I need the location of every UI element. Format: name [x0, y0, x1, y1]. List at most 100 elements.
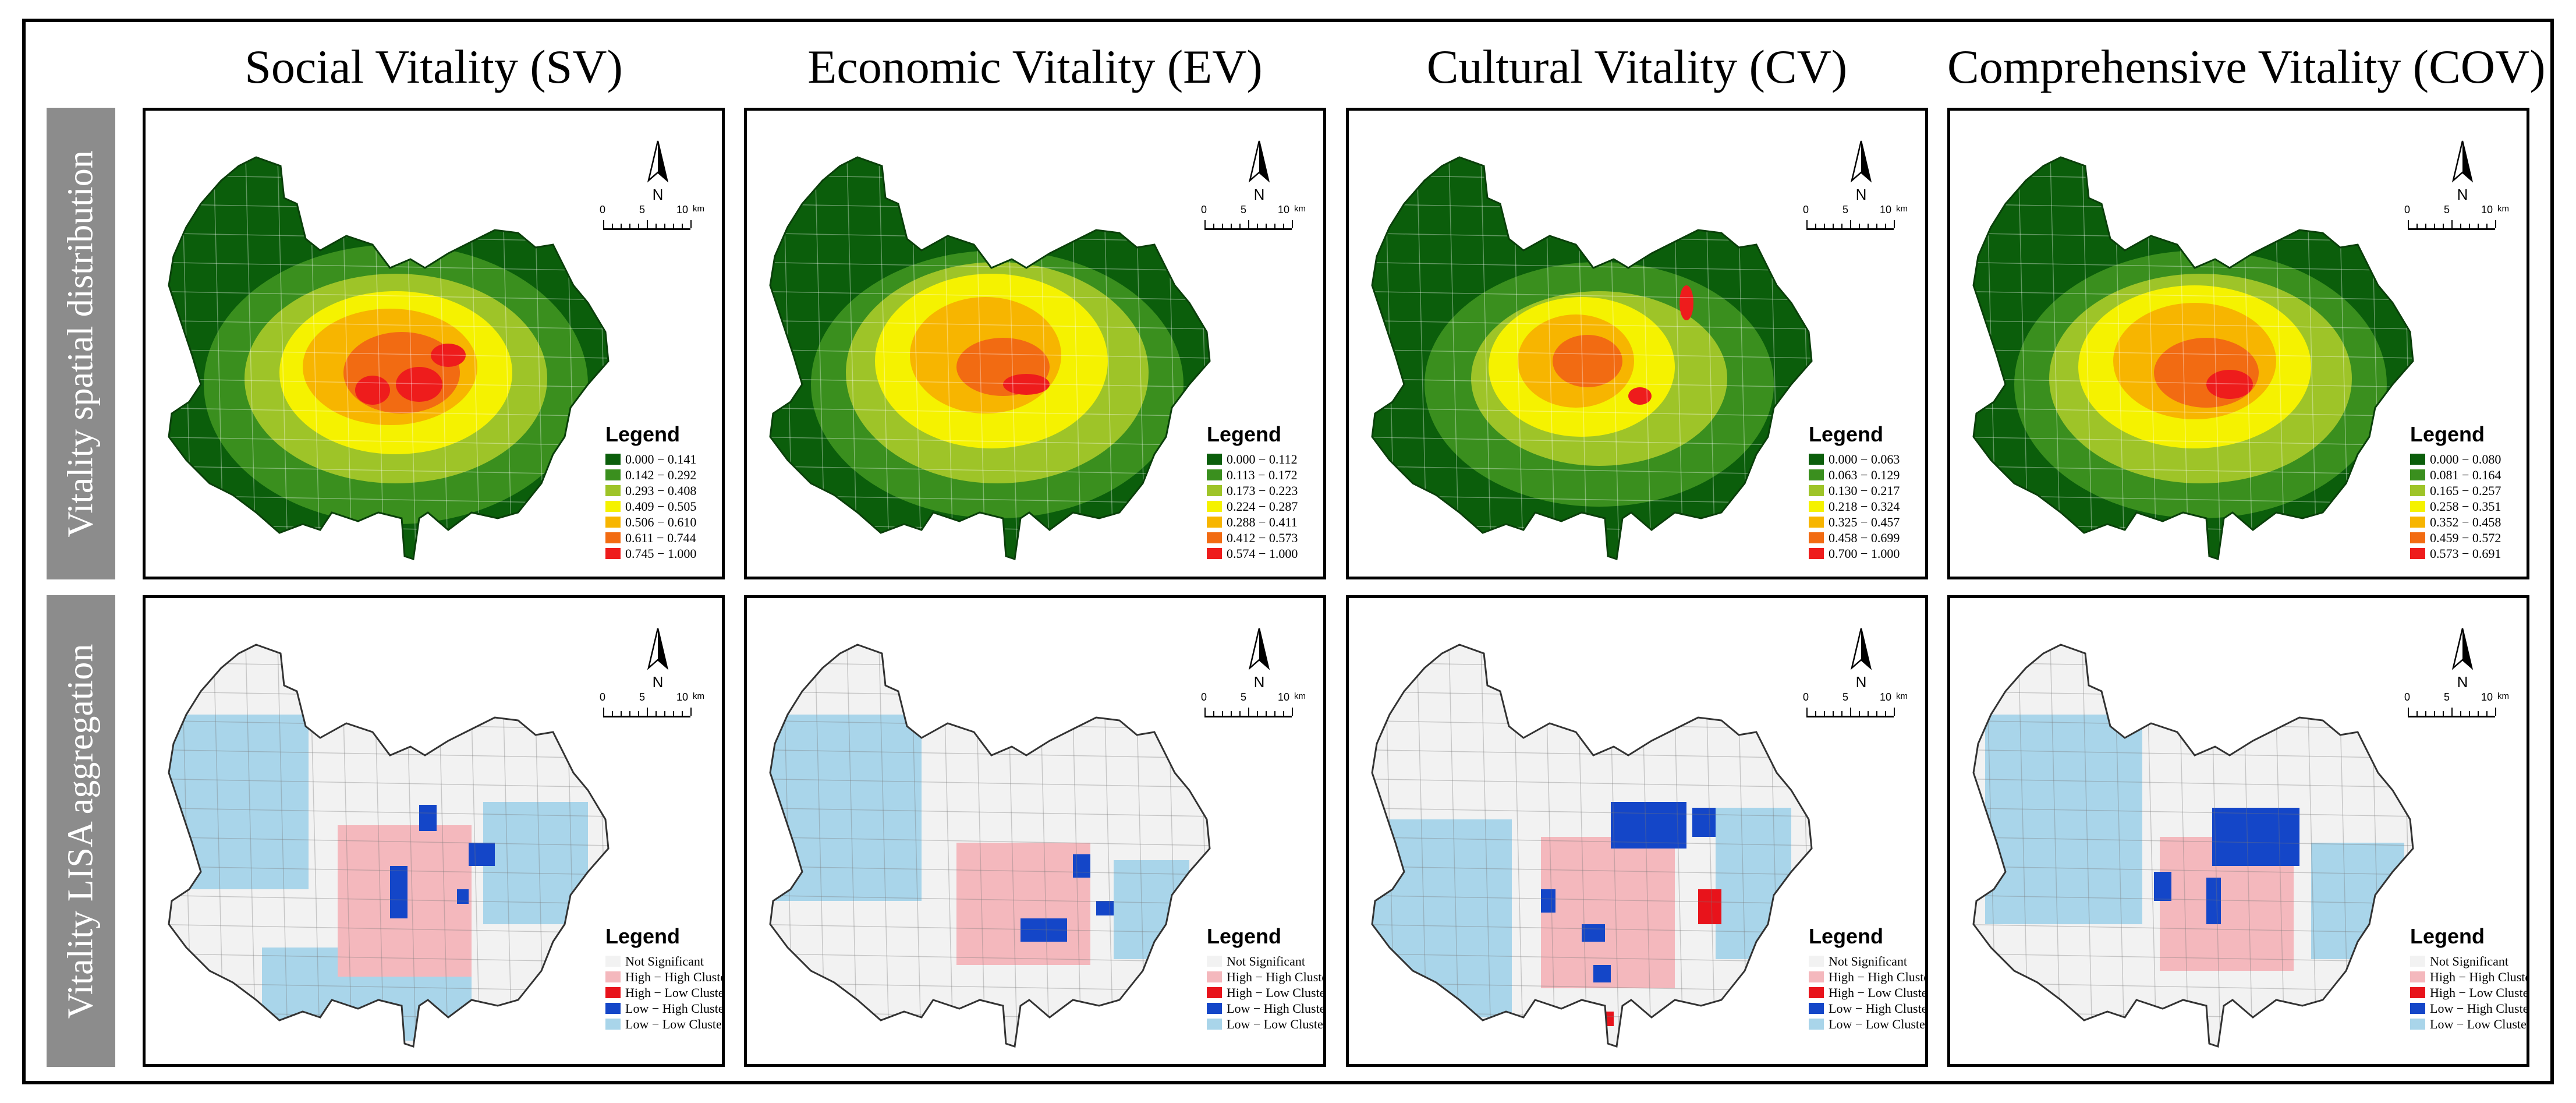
legend-item: Not Significant: [1207, 953, 1323, 969]
legend-item: High − Low Cluster: [2410, 985, 2527, 1001]
north-label: N: [652, 673, 664, 691]
legend-title: Legend: [2410, 924, 2485, 948]
vitality-lisa-map: [1371, 644, 1813, 1048]
legend-swatch: [2410, 469, 2425, 480]
legend-label: High − Low Cluster: [2430, 985, 2529, 1000]
legend-label: Low − Low Cluster: [625, 1016, 725, 1031]
north-arrow: N: [2445, 140, 2480, 204]
scale-bar: 0 5 10 km: [1803, 204, 1914, 239]
scale-label: 10: [1278, 691, 1290, 703]
legend-item: 0.458 − 0.699: [1809, 530, 1925, 546]
legend-label: Low − High Cluster: [1227, 1001, 1326, 1016]
scale-label: 5: [1241, 204, 1247, 215]
legend-title: Legend: [1207, 924, 1282, 948]
legend-label: 0.081 − 0.164: [2430, 467, 2501, 482]
legend-item: 0.224 − 0.287: [1207, 499, 1323, 514]
legend-item: 0.574 − 1.000: [1207, 546, 1323, 561]
scale-label: 0: [1803, 691, 1809, 703]
legend-label: 0.611 − 0.744: [625, 530, 696, 545]
legend-item: 0.412 − 0.573: [1207, 530, 1323, 546]
map-region: [956, 843, 1090, 965]
map-region: [1553, 335, 1622, 387]
north-label: N: [2457, 673, 2468, 691]
legend-item: 0.325 − 0.457: [1809, 514, 1925, 530]
map-boundary: [168, 644, 610, 1048]
legend-label: 0.352 − 0.458: [2430, 514, 2501, 529]
legend-item: 0.258 − 0.351: [2410, 499, 2527, 514]
scale-label: 5: [1842, 691, 1849, 703]
north-arrow-icon: [647, 140, 669, 183]
vitality-distribution-map: [168, 156, 610, 560]
legend-swatch: [1207, 956, 1222, 967]
legend-swatch: [605, 1003, 621, 1014]
legend-item: 0.700 − 1.000: [1809, 546, 1925, 561]
legend-label: 0.130 − 0.217: [1829, 483, 1900, 498]
map-region: [1541, 889, 1555, 913]
legend-item: High − High Cluster: [2410, 969, 2527, 985]
legend-label: 0.459 − 0.572: [2430, 530, 2501, 545]
legend-item: 0.288 − 0.411: [1207, 514, 1323, 530]
legend-item: Low − High Cluster: [1207, 1001, 1323, 1016]
legend-label: High − High Cluster: [625, 969, 725, 984]
legend-swatch: [605, 454, 621, 465]
legend-label: Low − Low Cluster: [1829, 1016, 1928, 1031]
scale-bar: 0 5 10 km: [1803, 691, 1914, 726]
legend-swatch: [1809, 1003, 1824, 1014]
legend-item: 0.459 − 0.572: [2410, 530, 2527, 546]
legend-item: 0.000 − 0.063: [1809, 451, 1925, 467]
legend-swatch: [1207, 1003, 1222, 1014]
legend-item: Low − Low Cluster: [1809, 1016, 1925, 1032]
legend-label: 0.325 − 0.457: [1829, 514, 1900, 529]
scale-label: 0: [2404, 691, 2411, 703]
legend-item: 0.409 − 0.505: [605, 499, 722, 514]
legend-item: 0.506 − 0.610: [605, 514, 722, 530]
figure-frame: [22, 19, 2554, 1084]
legend-item: Low − High Cluster: [1809, 1001, 1925, 1016]
legend-item: Not Significant: [2410, 953, 2527, 969]
legend-swatch: [1207, 1019, 1222, 1030]
scale-label: 10: [2481, 204, 2493, 215]
legend-label: 0.142 − 0.292: [625, 467, 697, 482]
north-arrow: N: [1844, 140, 1879, 204]
row-label-text: Vitality spatial distribution: [61, 150, 101, 538]
scale-bar: 0 5 10 km: [600, 204, 710, 239]
vitality-lisa-map: [769, 644, 1211, 1048]
map-boundary: [1371, 644, 1813, 1048]
distribution-map-panel: N 0 5 10 km Legend 0.000 − 0.141 0.142 − 0.292 0…: [143, 108, 725, 579]
map-region: [2206, 370, 2253, 399]
legend-label: Low − High Cluster: [2430, 1001, 2529, 1016]
map-legend: Legend 0.000 − 0.080 0.081 − 0.164 0.165 − …: [2410, 422, 2527, 561]
north-arrow-icon: [1850, 628, 1872, 670]
scale-unit: km: [693, 691, 704, 701]
legend-item: 0.573 − 0.691: [2410, 546, 2527, 561]
map-region: [1593, 965, 1611, 982]
map-region: [1698, 889, 1721, 924]
legend-label: High − Low Cluster: [1227, 985, 1326, 1000]
map-region: [770, 715, 922, 901]
map-region: [2212, 808, 2299, 866]
map-legend: Legend 0.000 − 0.112 0.113 − 0.172 0.173 − …: [1207, 422, 1323, 561]
legend-label: 0.409 − 0.505: [625, 499, 697, 514]
scale-unit: km: [693, 204, 704, 214]
legend-label: 0.700 − 1.000: [1829, 546, 1900, 561]
north-label: N: [652, 186, 664, 203]
legend-item: High − Low Cluster: [1207, 985, 1323, 1001]
legend-item: 0.063 − 0.129: [1809, 467, 1925, 483]
row-label-text: Vitality LISA aggregation: [61, 644, 101, 1019]
legend-swatch: [2410, 956, 2425, 967]
legend-label: High − High Cluster: [2430, 969, 2529, 984]
legend-swatch: [2410, 485, 2425, 496]
legend-label: 0.173 − 0.223: [1227, 483, 1298, 498]
legend-swatch: [605, 971, 621, 982]
legend-label: 0.000 − 0.112: [1227, 451, 1298, 466]
legend-swatch: [1207, 501, 1222, 512]
legend-title: Legend: [1809, 924, 1884, 948]
map-boundary: [1972, 156, 2414, 560]
legend-swatch: [2410, 1003, 2425, 1014]
legend-item: 0.352 − 0.458: [2410, 514, 2527, 530]
legend-item: 0.000 − 0.141: [605, 451, 722, 467]
legend-swatch: [605, 501, 621, 512]
legend-label: 0.573 − 0.691: [2430, 546, 2501, 561]
scale-label: 5: [639, 204, 646, 215]
map-region: [1003, 374, 1050, 395]
